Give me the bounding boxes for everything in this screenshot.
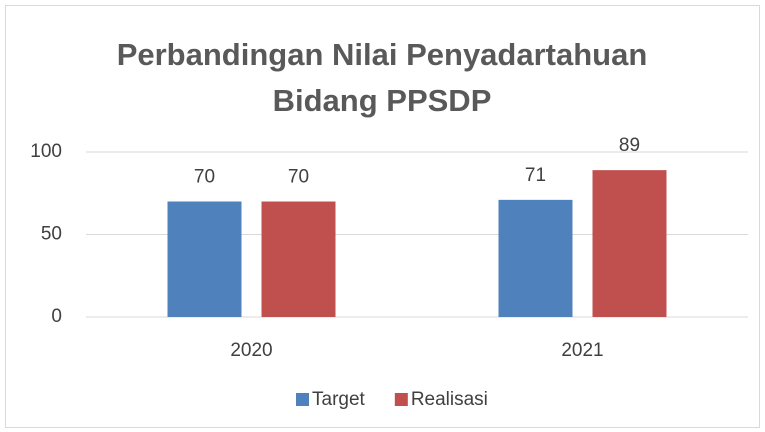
x-tick-label: 2021 bbox=[561, 340, 603, 361]
data-label: 70 bbox=[194, 167, 215, 188]
data-label: 71 bbox=[525, 165, 546, 186]
bar bbox=[498, 199, 573, 317]
legend-label: Realisasi bbox=[411, 389, 488, 410]
legend-label: Target bbox=[312, 389, 366, 410]
bar bbox=[592, 170, 667, 317]
chart-title: Perbandingan Nilai Penyadartahuan Bidang… bbox=[116, 37, 648, 118]
data-label: 89 bbox=[619, 135, 640, 156]
x-tick-label: 2020 bbox=[230, 340, 272, 361]
data-label: 70 bbox=[288, 167, 309, 188]
bar bbox=[167, 201, 242, 317]
y-tick-label: 0 bbox=[51, 306, 62, 327]
y-tick-label: 50 bbox=[41, 224, 62, 245]
legend-swatch bbox=[394, 393, 408, 406]
legend-swatch bbox=[296, 393, 309, 406]
y-tick-label: 100 bbox=[30, 141, 62, 162]
bar bbox=[261, 201, 336, 317]
